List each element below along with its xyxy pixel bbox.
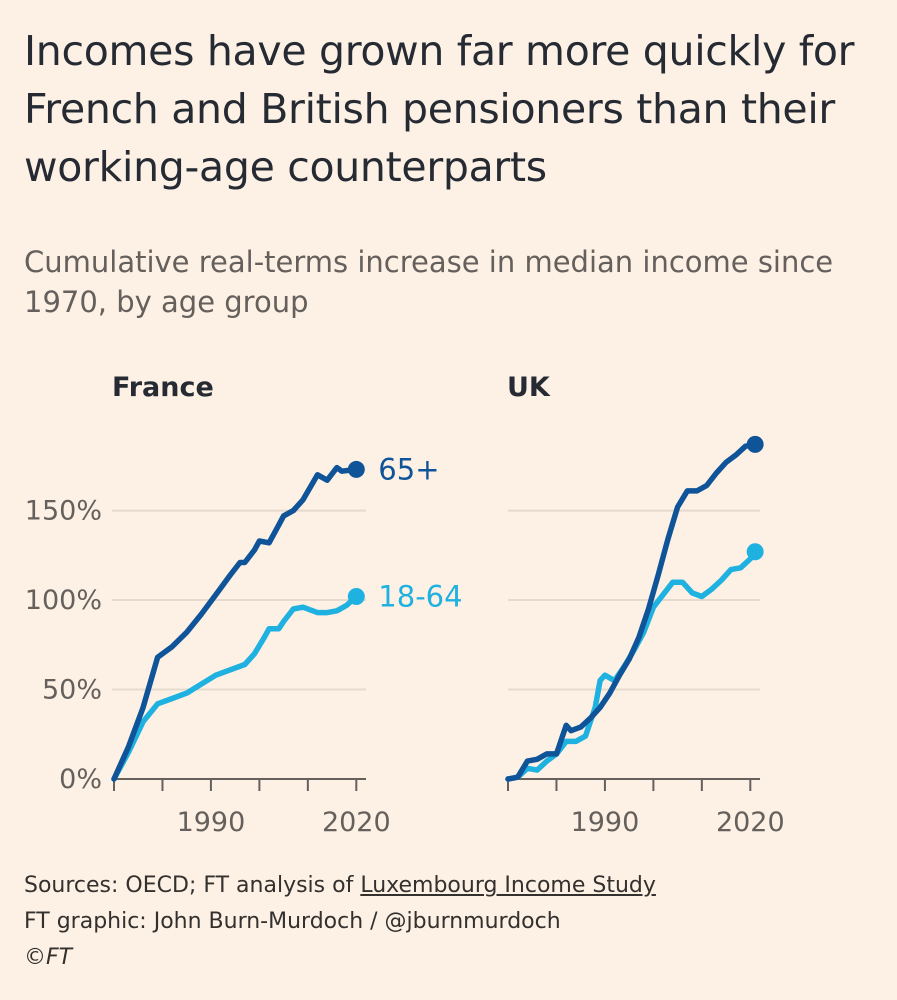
france-panel: France 0% 50% 100% 150% 1990 2020 18-64 65+ <box>25 372 463 838</box>
series-end-dot <box>746 435 764 453</box>
series-label: 18-64 <box>378 579 462 613</box>
y-tick-label: 50% <box>42 675 102 706</box>
series-end-dot <box>347 460 365 478</box>
panel-title-france: France <box>112 372 214 403</box>
chart-subtitle: Cumulative real-terms increase in median… <box>24 245 834 319</box>
sources-line: Sources: OECD; FT analysis of Luxembourg… <box>24 868 884 904</box>
y-tick-label: 150% <box>25 496 102 527</box>
lis-source-link[interactable]: Luxembourg Income Study <box>360 873 656 898</box>
copyright: ©FT <box>24 945 73 970</box>
sources-text: Sources: OECD; FT analysis of <box>24 873 361 898</box>
series-line-18-64 <box>111 593 360 782</box>
x-tick-label: 2020 <box>322 807 391 838</box>
credit-line: FT graphic: John Burn-Murdoch / @jburnmu… <box>24 909 561 934</box>
panel-title-uk: UK <box>507 372 551 403</box>
line-charts: France 0% 50% 100% 150% 1990 2020 18-64 65+ UK … <box>25 372 785 838</box>
series-end-dot <box>746 543 764 561</box>
series-line-65plus <box>111 464 360 782</box>
series-line-65plus <box>505 441 758 782</box>
series-end-dot <box>347 587 365 605</box>
x-tick-label: 1990 <box>177 807 246 838</box>
series-label: 65+ <box>378 452 439 486</box>
uk-panel: UK 1990 2020 <box>505 372 785 838</box>
footer: Sources: OECD; FT analysis of Luxembourg… <box>24 868 884 976</box>
x-tick-label: 1990 <box>571 807 640 838</box>
y-tick-label: 100% <box>25 585 102 616</box>
series-line-18-64 <box>505 548 758 782</box>
y-tick-label: 0% <box>59 764 102 795</box>
chart-title: Incomes have grown far more quickly for … <box>24 27 855 191</box>
x-tick-label: 2020 <box>716 807 785 838</box>
